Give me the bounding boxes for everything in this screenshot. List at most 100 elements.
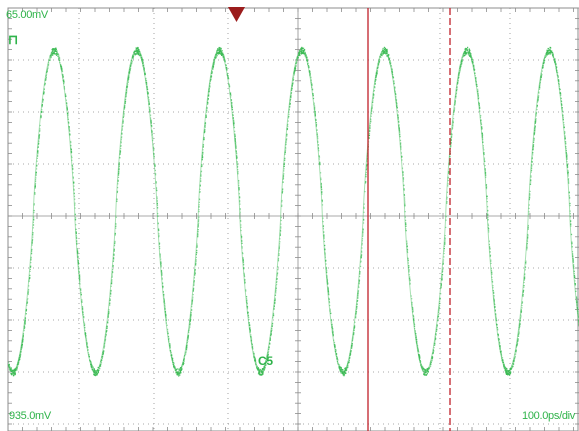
trace-sample — [80, 289, 82, 291]
trace-sample — [76, 241, 78, 243]
trace-sample — [558, 85, 560, 87]
trace-sample — [276, 275, 278, 277]
trace-sample — [543, 58, 545, 60]
trace-sample — [327, 290, 329, 292]
trace-sample — [156, 204, 159, 206]
trace-sample — [270, 333, 272, 335]
trace-sample — [519, 318, 522, 320]
trace-sample — [272, 312, 275, 314]
trace-sample — [154, 163, 156, 165]
trace-sample — [289, 106, 291, 108]
trace-sample — [190, 319, 192, 321]
trace-sample — [11, 369, 13, 371]
trace-sample — [370, 115, 372, 117]
trace-sample — [96, 370, 98, 372]
trace-sample — [284, 157, 286, 159]
trace-sample — [430, 364, 432, 366]
trace-sample — [104, 342, 106, 344]
trace-sample — [482, 139, 484, 141]
trace-sample — [323, 231, 325, 233]
trace-sample — [438, 307, 440, 309]
trace-sample — [441, 277, 443, 279]
trace-sample — [326, 282, 329, 284]
trace-sample — [458, 76, 460, 78]
trace-sample — [139, 50, 141, 53]
trace-sample — [112, 260, 114, 262]
trace-sample — [393, 80, 395, 82]
trace-sample — [33, 209, 35, 212]
trace-sample — [359, 273, 361, 275]
trace-sample — [87, 352, 89, 354]
trace-sample — [191, 299, 193, 301]
trace-sample — [282, 174, 284, 176]
trace-sample — [436, 328, 438, 331]
trace-sample — [49, 55, 51, 57]
trace-sample — [240, 234, 242, 236]
trace-sample — [73, 181, 75, 183]
trace-sample — [235, 144, 237, 146]
trace-sample — [566, 165, 569, 167]
trace-sample — [309, 72, 311, 74]
trace-sample — [159, 254, 161, 256]
trace-sample — [555, 68, 557, 70]
trace-sample — [366, 167, 368, 170]
trace-sample — [250, 334, 252, 336]
trace-sample — [27, 293, 29, 296]
trace-sample — [222, 52, 224, 54]
trace-sample — [232, 112, 234, 114]
trace-sample — [528, 211, 530, 213]
trace-sample — [85, 335, 87, 337]
trace-sample — [22, 333, 25, 335]
trace-sample — [314, 115, 316, 117]
trace-sample — [566, 164, 568, 166]
trace-sample — [190, 313, 192, 315]
trace-sample — [299, 54, 301, 57]
trace-sample — [471, 57, 473, 59]
trace-sample — [566, 155, 568, 157]
trace-sample — [78, 271, 80, 273]
trace-sample — [413, 320, 415, 322]
trace-sample — [199, 191, 201, 193]
trace-sample — [465, 51, 467, 53]
trace-sample — [530, 167, 533, 169]
trace-sample — [28, 280, 30, 282]
trace-sample — [543, 62, 545, 64]
trace-sample — [241, 246, 243, 248]
trace-sample — [163, 295, 165, 297]
trace-sample — [547, 47, 549, 50]
trace-sample — [274, 303, 276, 305]
trace-sample — [160, 260, 162, 262]
trace-sample — [33, 212, 35, 214]
trace-sample — [319, 161, 321, 163]
trace-sample — [433, 342, 436, 344]
trace-sample — [374, 87, 376, 89]
trace-sample — [291, 83, 293, 85]
trace-sample — [246, 301, 248, 303]
trace-sample — [242, 257, 244, 259]
trace-sample — [64, 95, 67, 97]
trace-sample — [72, 168, 74, 170]
trace-sample — [527, 224, 529, 227]
trace-sample — [118, 167, 120, 169]
trace-sample — [468, 51, 471, 53]
trace-sample — [529, 183, 531, 185]
trace-sample — [524, 273, 526, 275]
trace-sample — [194, 271, 196, 273]
trace-sample — [394, 88, 396, 90]
trace-sample — [573, 266, 575, 268]
trace-sample — [487, 223, 489, 225]
trace-sample — [235, 144, 237, 146]
trace-sample — [265, 363, 267, 365]
trace-sample — [418, 351, 420, 353]
trace-sample — [510, 367, 512, 369]
trace-sample — [362, 232, 364, 234]
trace-sample — [335, 354, 337, 356]
trace-sample — [329, 309, 331, 312]
trace-sample — [27, 291, 29, 293]
trace-sample — [195, 262, 197, 264]
trace-sample — [147, 91, 149, 93]
trace-sample — [432, 352, 434, 354]
trace-sample — [13, 372, 15, 374]
trace-sample — [306, 57, 308, 59]
trace-sample — [352, 332, 355, 334]
